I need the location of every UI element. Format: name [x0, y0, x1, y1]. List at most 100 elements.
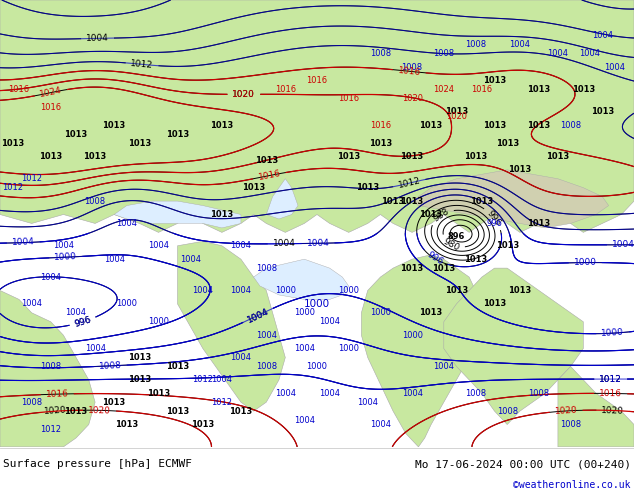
Text: 1013: 1013: [147, 389, 170, 398]
Text: 1004: 1004: [319, 389, 340, 398]
Text: 1013: 1013: [39, 152, 62, 161]
Polygon shape: [0, 0, 634, 232]
Text: 1004: 1004: [357, 398, 378, 407]
Text: 1016: 1016: [8, 85, 30, 94]
Polygon shape: [266, 179, 298, 219]
Text: 1013: 1013: [255, 156, 278, 166]
Text: 1000: 1000: [54, 252, 77, 262]
Text: 1013: 1013: [496, 241, 519, 250]
Text: 1016: 1016: [306, 76, 328, 85]
Text: 1013: 1013: [420, 210, 443, 219]
Text: 1004: 1004: [179, 255, 201, 264]
Text: 1012: 1012: [192, 375, 214, 384]
Text: Mo 17-06-2024 00:00 UTC (00+240): Mo 17-06-2024 00:00 UTC (00+240): [415, 459, 631, 469]
Text: 1004: 1004: [509, 40, 531, 49]
Text: 1020: 1020: [43, 406, 67, 416]
Text: 1013: 1013: [84, 152, 107, 161]
Text: 1013: 1013: [166, 362, 189, 371]
Text: 1013: 1013: [420, 308, 443, 318]
Text: 1020: 1020: [401, 94, 423, 103]
Text: 1004: 1004: [547, 49, 569, 58]
Text: 1000: 1000: [116, 299, 138, 308]
Text: 1013: 1013: [210, 121, 233, 130]
Text: 1004: 1004: [273, 239, 295, 248]
Text: 1013: 1013: [420, 121, 443, 130]
Text: 1020: 1020: [233, 90, 256, 99]
Text: 1012: 1012: [40, 424, 61, 434]
Text: 1008: 1008: [256, 264, 277, 272]
Text: 1000: 1000: [294, 308, 315, 318]
Text: 1008: 1008: [256, 362, 277, 371]
Polygon shape: [361, 255, 482, 447]
Text: 1013: 1013: [382, 196, 404, 206]
Text: 1013: 1013: [1, 139, 24, 147]
Text: 1008: 1008: [433, 49, 455, 58]
Text: 1008: 1008: [370, 49, 391, 58]
Text: 1013: 1013: [242, 183, 265, 192]
Text: 1004: 1004: [319, 317, 340, 326]
Text: 1020: 1020: [446, 112, 467, 121]
Text: 1004: 1004: [612, 240, 634, 249]
Polygon shape: [114, 201, 241, 228]
Text: 1012: 1012: [21, 174, 42, 183]
Text: 1013: 1013: [483, 76, 506, 85]
Text: 1008: 1008: [465, 40, 486, 49]
Text: 1000: 1000: [304, 299, 330, 309]
Text: 1013: 1013: [337, 152, 360, 161]
Text: 1004: 1004: [211, 375, 233, 384]
Text: 1013: 1013: [65, 129, 87, 139]
Text: 1008: 1008: [40, 362, 61, 371]
Text: 1004: 1004: [275, 389, 296, 398]
Text: Surface pressure [hPa] ECMWF: Surface pressure [hPa] ECMWF: [3, 459, 192, 469]
Text: 1004: 1004: [40, 272, 61, 282]
Text: 1008: 1008: [465, 389, 486, 398]
Text: 1016: 1016: [398, 66, 421, 77]
Text: 996: 996: [73, 315, 93, 329]
Polygon shape: [178, 241, 285, 411]
Text: 1013: 1013: [369, 139, 392, 147]
Text: 1013: 1013: [401, 152, 424, 161]
Text: 1004: 1004: [433, 362, 455, 371]
Text: 1004: 1004: [294, 344, 315, 353]
Text: 1008: 1008: [560, 420, 581, 429]
Text: 1013: 1013: [103, 121, 126, 130]
Text: 1013: 1013: [210, 210, 233, 219]
Text: 1008: 1008: [98, 361, 122, 371]
Text: 1008: 1008: [21, 398, 42, 407]
Text: 1013: 1013: [470, 196, 493, 206]
Text: 1000: 1000: [306, 362, 328, 371]
Text: 1004: 1004: [116, 219, 138, 228]
Text: 1012: 1012: [397, 176, 422, 190]
Text: 1013: 1013: [547, 152, 569, 161]
Text: 1000: 1000: [401, 331, 423, 340]
Text: 1016: 1016: [275, 85, 296, 94]
Text: 1013: 1013: [128, 139, 151, 147]
Text: 1013: 1013: [527, 85, 550, 94]
Text: 1013: 1013: [464, 152, 487, 161]
Polygon shape: [254, 259, 349, 299]
Text: 1013: 1013: [115, 420, 138, 429]
Text: 1016: 1016: [338, 94, 359, 103]
Text: 1012: 1012: [599, 374, 622, 384]
Text: 1020: 1020: [88, 406, 111, 415]
Polygon shape: [412, 170, 609, 228]
Text: 996: 996: [425, 250, 444, 267]
Text: 1004: 1004: [370, 420, 391, 429]
Text: 1013: 1013: [401, 264, 424, 272]
Text: 1004: 1004: [401, 389, 423, 398]
Text: 1013: 1013: [464, 255, 487, 264]
Text: 1013: 1013: [356, 183, 379, 192]
Text: 1013: 1013: [128, 375, 151, 384]
Text: 1000: 1000: [601, 328, 624, 338]
Text: 1020: 1020: [233, 90, 256, 99]
Text: 1016: 1016: [46, 390, 69, 399]
Text: 1013: 1013: [572, 85, 595, 94]
Text: 1008: 1008: [84, 196, 106, 206]
Text: 1000: 1000: [338, 286, 359, 295]
Text: 1004: 1004: [148, 241, 169, 250]
Text: 1004: 1004: [84, 344, 106, 353]
Text: 1013: 1013: [128, 353, 151, 362]
Text: 1013: 1013: [166, 407, 189, 416]
Text: 1016: 1016: [40, 103, 61, 112]
Text: 1000: 1000: [148, 317, 169, 326]
